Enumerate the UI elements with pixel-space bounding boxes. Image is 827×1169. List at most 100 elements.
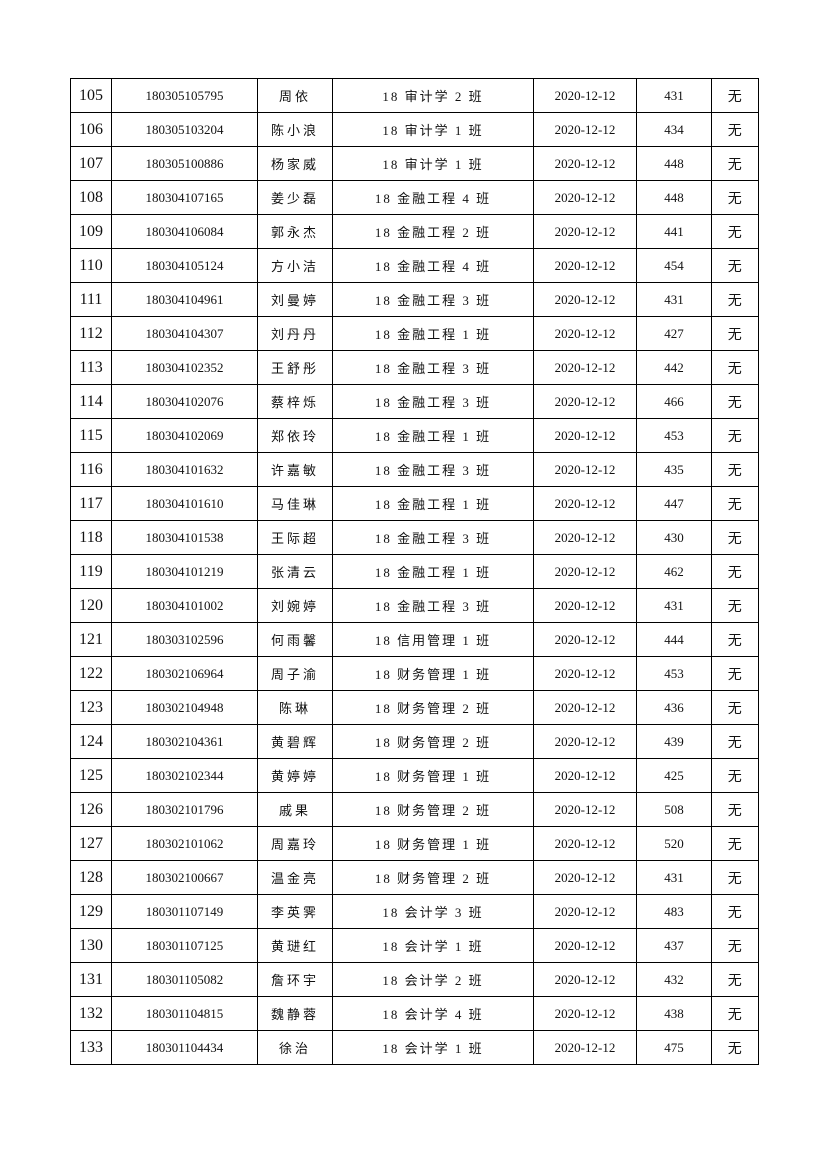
class-name-cell: 18 金融工程 1 班 bbox=[332, 554, 534, 589]
student-id-cell: 180304104307 bbox=[111, 316, 258, 351]
score-cell: 442 bbox=[636, 350, 712, 385]
date-cell: 2020-12-12 bbox=[533, 180, 637, 215]
class-name-cell: 18 金融工程 3 班 bbox=[332, 282, 534, 317]
remark-cell: 无 bbox=[711, 928, 759, 963]
student-id-cell: 180304102069 bbox=[111, 418, 258, 453]
remark-cell: 无 bbox=[711, 248, 759, 283]
student-name-cell: 蔡梓烁 bbox=[257, 384, 333, 419]
student-name-cell: 周嘉玲 bbox=[257, 826, 333, 861]
class-name-cell: 18 金融工程 3 班 bbox=[332, 384, 534, 419]
row-number-cell: 120 bbox=[70, 588, 112, 623]
student-id-cell: 180305103204 bbox=[111, 112, 258, 147]
remark-cell: 无 bbox=[711, 78, 759, 113]
row-number-cell: 112 bbox=[70, 316, 112, 351]
row-number-cell: 109 bbox=[70, 214, 112, 249]
class-name-cell: 18 会计学 1 班 bbox=[332, 928, 534, 963]
table-row: 107 180305100886 杨家威 18 审计学 1 班 2020-12-12 44… bbox=[70, 146, 759, 181]
class-name-cell: 18 财务管理 2 班 bbox=[332, 860, 534, 895]
table-row: 106 180305103204 陈小浪 18 审计学 1 班 2020-12-12 43… bbox=[70, 112, 759, 147]
score-cell: 425 bbox=[636, 758, 712, 793]
table-row: 117 180304101610 马佳琳 18 金融工程 1 班 2020-12-12 4… bbox=[70, 486, 759, 521]
student-name-cell: 周子渝 bbox=[257, 656, 333, 691]
score-cell: 436 bbox=[636, 690, 712, 725]
student-id-cell: 180304105124 bbox=[111, 248, 258, 283]
table-row: 131 180301105082 詹环宇 18 会计学 2 班 2020-12-12 43… bbox=[70, 962, 759, 997]
remark-cell: 无 bbox=[711, 588, 759, 623]
remark-cell: 无 bbox=[711, 418, 759, 453]
student-name-cell: 周依 bbox=[257, 78, 333, 113]
date-cell: 2020-12-12 bbox=[533, 146, 637, 181]
date-cell: 2020-12-12 bbox=[533, 520, 637, 555]
row-number-cell: 118 bbox=[70, 520, 112, 555]
date-cell: 2020-12-12 bbox=[533, 894, 637, 929]
remark-cell: 无 bbox=[711, 656, 759, 691]
row-number-cell: 130 bbox=[70, 928, 112, 963]
class-name-cell: 18 金融工程 3 班 bbox=[332, 452, 534, 487]
student-id-cell: 180302104948 bbox=[111, 690, 258, 725]
date-cell: 2020-12-12 bbox=[533, 282, 637, 317]
score-cell: 483 bbox=[636, 894, 712, 929]
score-cell: 431 bbox=[636, 588, 712, 623]
row-number-cell: 121 bbox=[70, 622, 112, 657]
date-cell: 2020-12-12 bbox=[533, 486, 637, 521]
class-name-cell: 18 金融工程 1 班 bbox=[332, 486, 534, 521]
class-name-cell: 18 金融工程 3 班 bbox=[332, 350, 534, 385]
row-number-cell: 129 bbox=[70, 894, 112, 929]
class-name-cell: 18 财务管理 1 班 bbox=[332, 656, 534, 691]
student-name-cell: 黄琎红 bbox=[257, 928, 333, 963]
row-number-cell: 125 bbox=[70, 758, 112, 793]
score-cell: 431 bbox=[636, 78, 712, 113]
remark-cell: 无 bbox=[711, 622, 759, 657]
date-cell: 2020-12-12 bbox=[533, 690, 637, 725]
student-name-cell: 王际超 bbox=[257, 520, 333, 555]
row-number-cell: 115 bbox=[70, 418, 112, 453]
remark-cell: 无 bbox=[711, 826, 759, 861]
date-cell: 2020-12-12 bbox=[533, 792, 637, 827]
student-id-cell: 180304102076 bbox=[111, 384, 258, 419]
row-number-cell: 122 bbox=[70, 656, 112, 691]
student-id-cell: 180302104361 bbox=[111, 724, 258, 759]
table-row: 105 180305105795 周依 18 审计学 2 班 2020-12-12 431… bbox=[70, 78, 759, 113]
student-id-cell: 180305100886 bbox=[111, 146, 258, 181]
student-id-cell: 180305105795 bbox=[111, 78, 258, 113]
date-cell: 2020-12-12 bbox=[533, 826, 637, 861]
table-row: 129 180301107149 李英霁 18 会计学 3 班 2020-12-12 48… bbox=[70, 894, 759, 929]
table-row: 128 180302100667 温金亮 18 财务管理 2 班 2020-12-12 4… bbox=[70, 860, 759, 895]
student-id-cell: 180301105082 bbox=[111, 962, 258, 997]
student-name-cell: 黄婷婷 bbox=[257, 758, 333, 793]
date-cell: 2020-12-12 bbox=[533, 996, 637, 1031]
remark-cell: 无 bbox=[711, 962, 759, 997]
score-cell: 435 bbox=[636, 452, 712, 487]
score-cell: 453 bbox=[636, 656, 712, 691]
student-name-cell: 何雨馨 bbox=[257, 622, 333, 657]
student-name-cell: 杨家威 bbox=[257, 146, 333, 181]
date-cell: 2020-12-12 bbox=[533, 78, 637, 113]
score-cell: 448 bbox=[636, 180, 712, 215]
table-row: 108 180304107165 姜少磊 18 金融工程 4 班 2020-12-12 4… bbox=[70, 180, 759, 215]
student-name-cell: 徐治 bbox=[257, 1030, 333, 1065]
table-row: 116 180304101632 许嘉敏 18 金融工程 3 班 2020-12-12 4… bbox=[70, 452, 759, 487]
score-cell: 431 bbox=[636, 860, 712, 895]
student-id-cell: 180301107125 bbox=[111, 928, 258, 963]
remark-cell: 无 bbox=[711, 452, 759, 487]
score-cell: 462 bbox=[636, 554, 712, 589]
row-number-cell: 123 bbox=[70, 690, 112, 725]
student-name-cell: 张清云 bbox=[257, 554, 333, 589]
table-row: 124 180302104361 黄碧辉 18 财务管理 2 班 2020-12-12 4… bbox=[70, 724, 759, 759]
score-cell: 437 bbox=[636, 928, 712, 963]
date-cell: 2020-12-12 bbox=[533, 554, 637, 589]
student-id-cell: 180304101610 bbox=[111, 486, 258, 521]
student-id-cell: 180301104434 bbox=[111, 1030, 258, 1065]
table-row: 113 180304102352 王舒彤 18 金融工程 3 班 2020-12-12 4… bbox=[70, 350, 759, 385]
date-cell: 2020-12-12 bbox=[533, 1030, 637, 1065]
remark-cell: 无 bbox=[711, 724, 759, 759]
student-id-cell: 180304107165 bbox=[111, 180, 258, 215]
student-id-cell: 180301104815 bbox=[111, 996, 258, 1031]
table-row: 118 180304101538 王际超 18 金融工程 3 班 2020-12-12 4… bbox=[70, 520, 759, 555]
score-cell: 431 bbox=[636, 282, 712, 317]
student-id-cell: 180302101796 bbox=[111, 792, 258, 827]
class-name-cell: 18 财务管理 2 班 bbox=[332, 792, 534, 827]
row-number-cell: 107 bbox=[70, 146, 112, 181]
score-cell: 520 bbox=[636, 826, 712, 861]
student-name-cell: 李英霁 bbox=[257, 894, 333, 929]
